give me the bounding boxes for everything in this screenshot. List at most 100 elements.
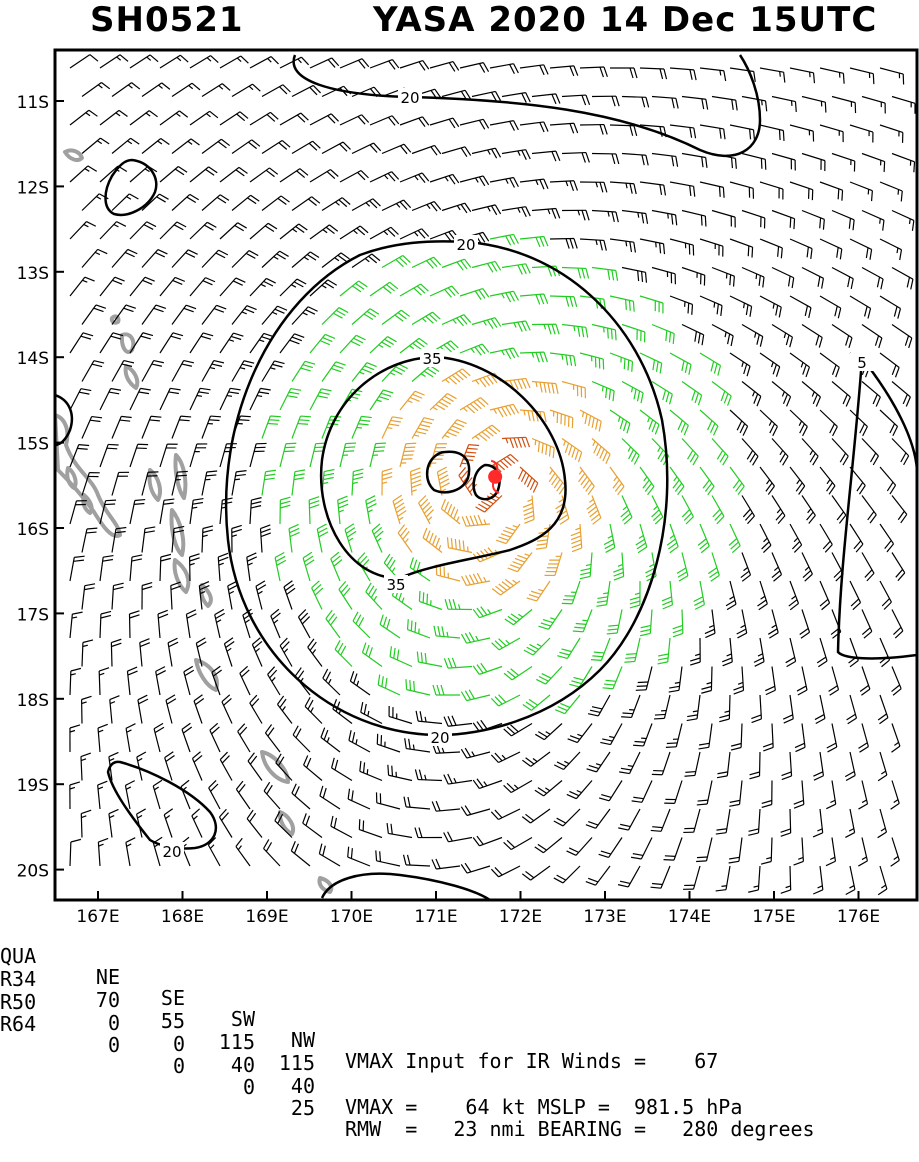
wind-barb [562,95,590,105]
wind-barb [651,866,670,888]
wind-barb [202,195,229,211]
contour-label: 20 [400,89,419,107]
wind-barb [202,416,221,438]
wind-barb [658,638,670,664]
wind-barb [190,554,200,581]
lat-label: 16S [17,520,49,540]
wind-barb [448,537,472,552]
wind-barb [289,524,300,552]
wind-barb [172,416,191,438]
wind-barb [587,752,610,772]
wind-barb [472,261,501,272]
wind-barb [473,607,502,618]
wind-barb [760,524,771,553]
wind-barb [802,382,820,407]
wind-barb [220,112,248,125]
wind-barb [190,222,216,239]
wind-barb [248,753,262,781]
wind-barb [82,249,107,267]
wind-barb [539,610,562,630]
wind-barb [111,639,121,666]
wind-barb [694,581,705,609]
wind-barb [880,581,891,610]
wind-barb [154,723,164,752]
wind-barb [880,296,900,319]
wind-barb [376,792,400,809]
table-row-r64: R64 0 0 0 25 RMW = 23 nmi BEARING = 280 … [0,993,48,1161]
wind-barb [829,667,839,696]
wind-barb [491,809,520,819]
wind-barb [712,268,734,287]
wind-barb [247,810,262,837]
wind-barb [291,841,310,866]
wind-barb [802,325,822,348]
wind-barb [280,224,307,239]
wind-barb [502,321,530,332]
wind-barb [670,125,696,138]
wind-barb [846,866,855,894]
wind-barb [891,838,900,867]
wind-barb [520,236,548,246]
wind-barb [832,154,855,172]
wind-barb [700,125,725,139]
wind-barb [350,671,370,695]
rmw-bearing-line: RMW = 23 nmi BEARING = 280 degrees [345,1119,815,1140]
wind-barb [292,85,321,96]
wind-barb [631,838,652,859]
value-sw: 0 [195,1077,255,1098]
wind-barb [412,145,441,155]
wind-barb [460,344,489,355]
wind-barb [202,305,226,324]
wind-barb [370,60,399,70]
lon-label: 175E [752,907,795,925]
wind-barb [640,68,667,79]
wind-barb [332,758,352,781]
wind-barb [580,553,592,579]
wind-barb [112,194,138,211]
contour-12s-loop [106,160,157,215]
wind-barb [520,122,548,132]
wind-barb [496,524,520,544]
wind-barb [220,278,245,296]
wind-barb [520,352,547,362]
wind-barb [722,638,732,666]
lon-label: 169E [245,907,288,925]
wind-barb [652,268,675,285]
wind-barb [292,416,311,438]
wind-barb [432,801,460,811]
wind-barb [250,223,277,239]
wind-barb [781,809,791,836]
wind-barb [172,361,194,382]
wind-barb [596,581,610,606]
wind-barb [772,97,796,112]
wind-barb [555,695,580,714]
wind-barb [376,850,400,866]
wind-barb [708,553,719,582]
header-sw: SW [195,1009,255,1030]
lon-label: 171E [414,907,457,925]
wind-barb [250,443,267,467]
lon-label: 167E [76,907,119,925]
wind-barb [850,296,871,318]
wind-barb [309,497,319,524]
wind-barb [473,663,502,674]
wind-barb [772,382,791,407]
wind-barb [712,382,731,406]
wind-barb [166,695,176,724]
wind-barb [491,752,520,763]
wind-barb [622,154,648,166]
wind-barb [640,467,654,495]
wind-barb [461,863,490,873]
wind-barb [319,844,340,866]
wind-barb [862,154,885,172]
wind-barb [492,638,520,650]
wind-barb [618,866,640,887]
wind-barb [292,361,315,381]
wind-barb [580,410,601,431]
wind-barb [142,527,155,553]
contour-35kt [321,357,565,578]
island-outline [55,415,120,536]
wind-barb [742,496,754,524]
value-nw: 40 [255,1076,315,1097]
wind-barb [160,554,171,581]
